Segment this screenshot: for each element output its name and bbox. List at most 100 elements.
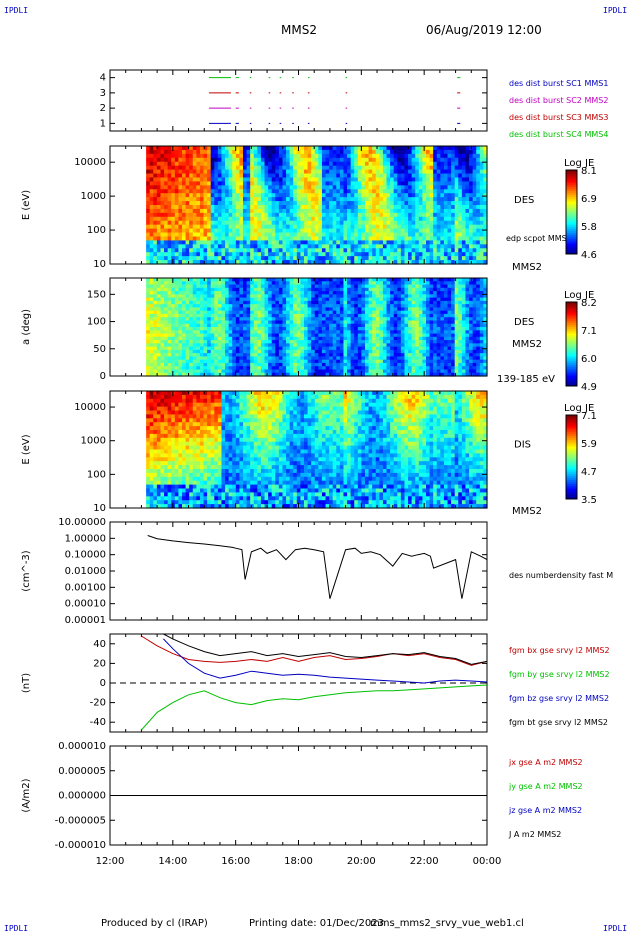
des_energy-cell	[329, 146, 334, 151]
des_pitch-cell	[217, 320, 223, 325]
des_energy-cell	[228, 205, 233, 210]
des_pitch-cell	[210, 291, 215, 295]
des_energy-cell	[386, 212, 391, 218]
des_energy-cell	[300, 240, 305, 245]
des_energy-cell	[400, 185, 406, 190]
des_energy-cell	[167, 157, 172, 163]
des_pitch-cell	[235, 327, 241, 331]
des_energy-cell	[390, 153, 395, 159]
des_energy-cell	[443, 208, 449, 214]
des_energy-cell	[246, 149, 251, 155]
des_pitch-cell	[286, 362, 291, 367]
des_pitch-cell	[217, 304, 223, 308]
des_energy-cell	[386, 244, 391, 249]
des_pitch-cell	[361, 356, 366, 361]
des_pitch-cell	[146, 359, 151, 364]
des_pitch-cell	[149, 278, 154, 282]
des_energy-cell	[228, 161, 233, 167]
des_energy-cell	[386, 146, 391, 151]
des_energy-cell	[347, 260, 352, 265]
des_pitch-cell	[343, 356, 348, 361]
des_pitch-cell	[300, 291, 305, 295]
des_energy-cell	[321, 260, 327, 265]
des_energy-cell	[282, 146, 287, 151]
des_energy-cell	[440, 153, 445, 159]
des_energy-cell	[164, 157, 169, 163]
des_pitch-cell	[372, 343, 377, 348]
des_pitch-cell	[271, 359, 276, 364]
des_energy-cell	[146, 236, 151, 241]
des_energy-cell	[275, 201, 280, 206]
des_energy-cell	[436, 157, 441, 163]
des_energy-cell	[461, 228, 467, 234]
des_energy-cell	[304, 161, 309, 167]
des_energy-cell	[365, 228, 370, 234]
des_energy-cell	[293, 185, 298, 190]
des_energy-cell	[375, 212, 380, 218]
des_pitch-cell	[156, 349, 162, 354]
des_energy-cell	[447, 260, 452, 265]
des_energy-cell	[167, 165, 172, 171]
des_energy-cell	[289, 248, 294, 253]
des_energy-cell	[225, 177, 230, 182]
des_energy-cell	[307, 248, 312, 253]
des_energy-cell	[400, 252, 406, 257]
des_pitch-cell	[304, 349, 309, 354]
des_pitch-cell	[347, 287, 352, 292]
des_pitch-cell	[329, 291, 334, 295]
des_energy-cell	[332, 197, 337, 202]
des_energy-cell	[404, 228, 409, 234]
des_pitch-cell	[178, 317, 183, 322]
des_energy-cell	[243, 240, 248, 245]
des_energy-cell	[246, 260, 251, 265]
des_energy-cell	[332, 157, 337, 163]
des_energy-cell	[479, 153, 485, 159]
des_energy-cell	[411, 260, 416, 265]
des_energy-cell	[375, 236, 380, 241]
des_pitch-cell	[325, 372, 330, 377]
des_energy-cell	[365, 169, 370, 175]
des_pitch-cell	[368, 304, 373, 308]
des_pitch-cell	[196, 330, 201, 335]
des_energy-cell	[311, 157, 316, 163]
des_pitch-cell	[221, 366, 226, 371]
des_energy-cell	[182, 181, 187, 186]
des_energy-cell	[426, 224, 431, 230]
des_pitch-cell	[232, 323, 237, 328]
des_energy-cell	[469, 205, 474, 210]
des_energy-cell	[350, 153, 355, 159]
des_energy-cell	[304, 157, 309, 163]
des_energy-cell	[379, 201, 384, 206]
des_energy-cell	[350, 165, 355, 171]
des_pitch-cell	[365, 310, 370, 315]
des_energy-cell	[214, 201, 219, 206]
des_energy-cell	[436, 193, 441, 198]
des_pitch-cell	[336, 330, 341, 335]
des_pitch-cell	[196, 310, 201, 315]
des_pitch-cell	[286, 336, 291, 341]
des_energy-cell	[146, 216, 151, 222]
des_pitch-cell	[343, 366, 348, 371]
des_pitch-cell	[214, 307, 219, 312]
des_energy-cell	[318, 177, 323, 182]
des_energy-cell	[196, 169, 201, 175]
des_pitch-cell	[199, 340, 205, 344]
des_energy-cell	[268, 153, 273, 159]
des_pitch-cell	[286, 281, 291, 286]
des_pitch-cell	[207, 340, 212, 344]
des_energy-cell	[296, 161, 302, 167]
des_energy-cell	[264, 216, 269, 222]
des_energy-cell	[264, 240, 269, 245]
des_pitch-cell	[149, 287, 154, 292]
des_pitch-cell	[289, 372, 294, 377]
des_energy-cell	[239, 244, 244, 249]
des_pitch-cell	[217, 369, 223, 374]
des_energy-cell	[239, 201, 244, 206]
des_energy-cell	[336, 248, 341, 253]
des_energy-cell	[243, 244, 248, 249]
des_energy-cell	[350, 220, 355, 226]
des_pitch-cell	[253, 304, 258, 308]
des_energy-cell	[221, 256, 226, 261]
des_energy-cell	[196, 236, 201, 241]
des_energy-cell	[207, 201, 212, 206]
